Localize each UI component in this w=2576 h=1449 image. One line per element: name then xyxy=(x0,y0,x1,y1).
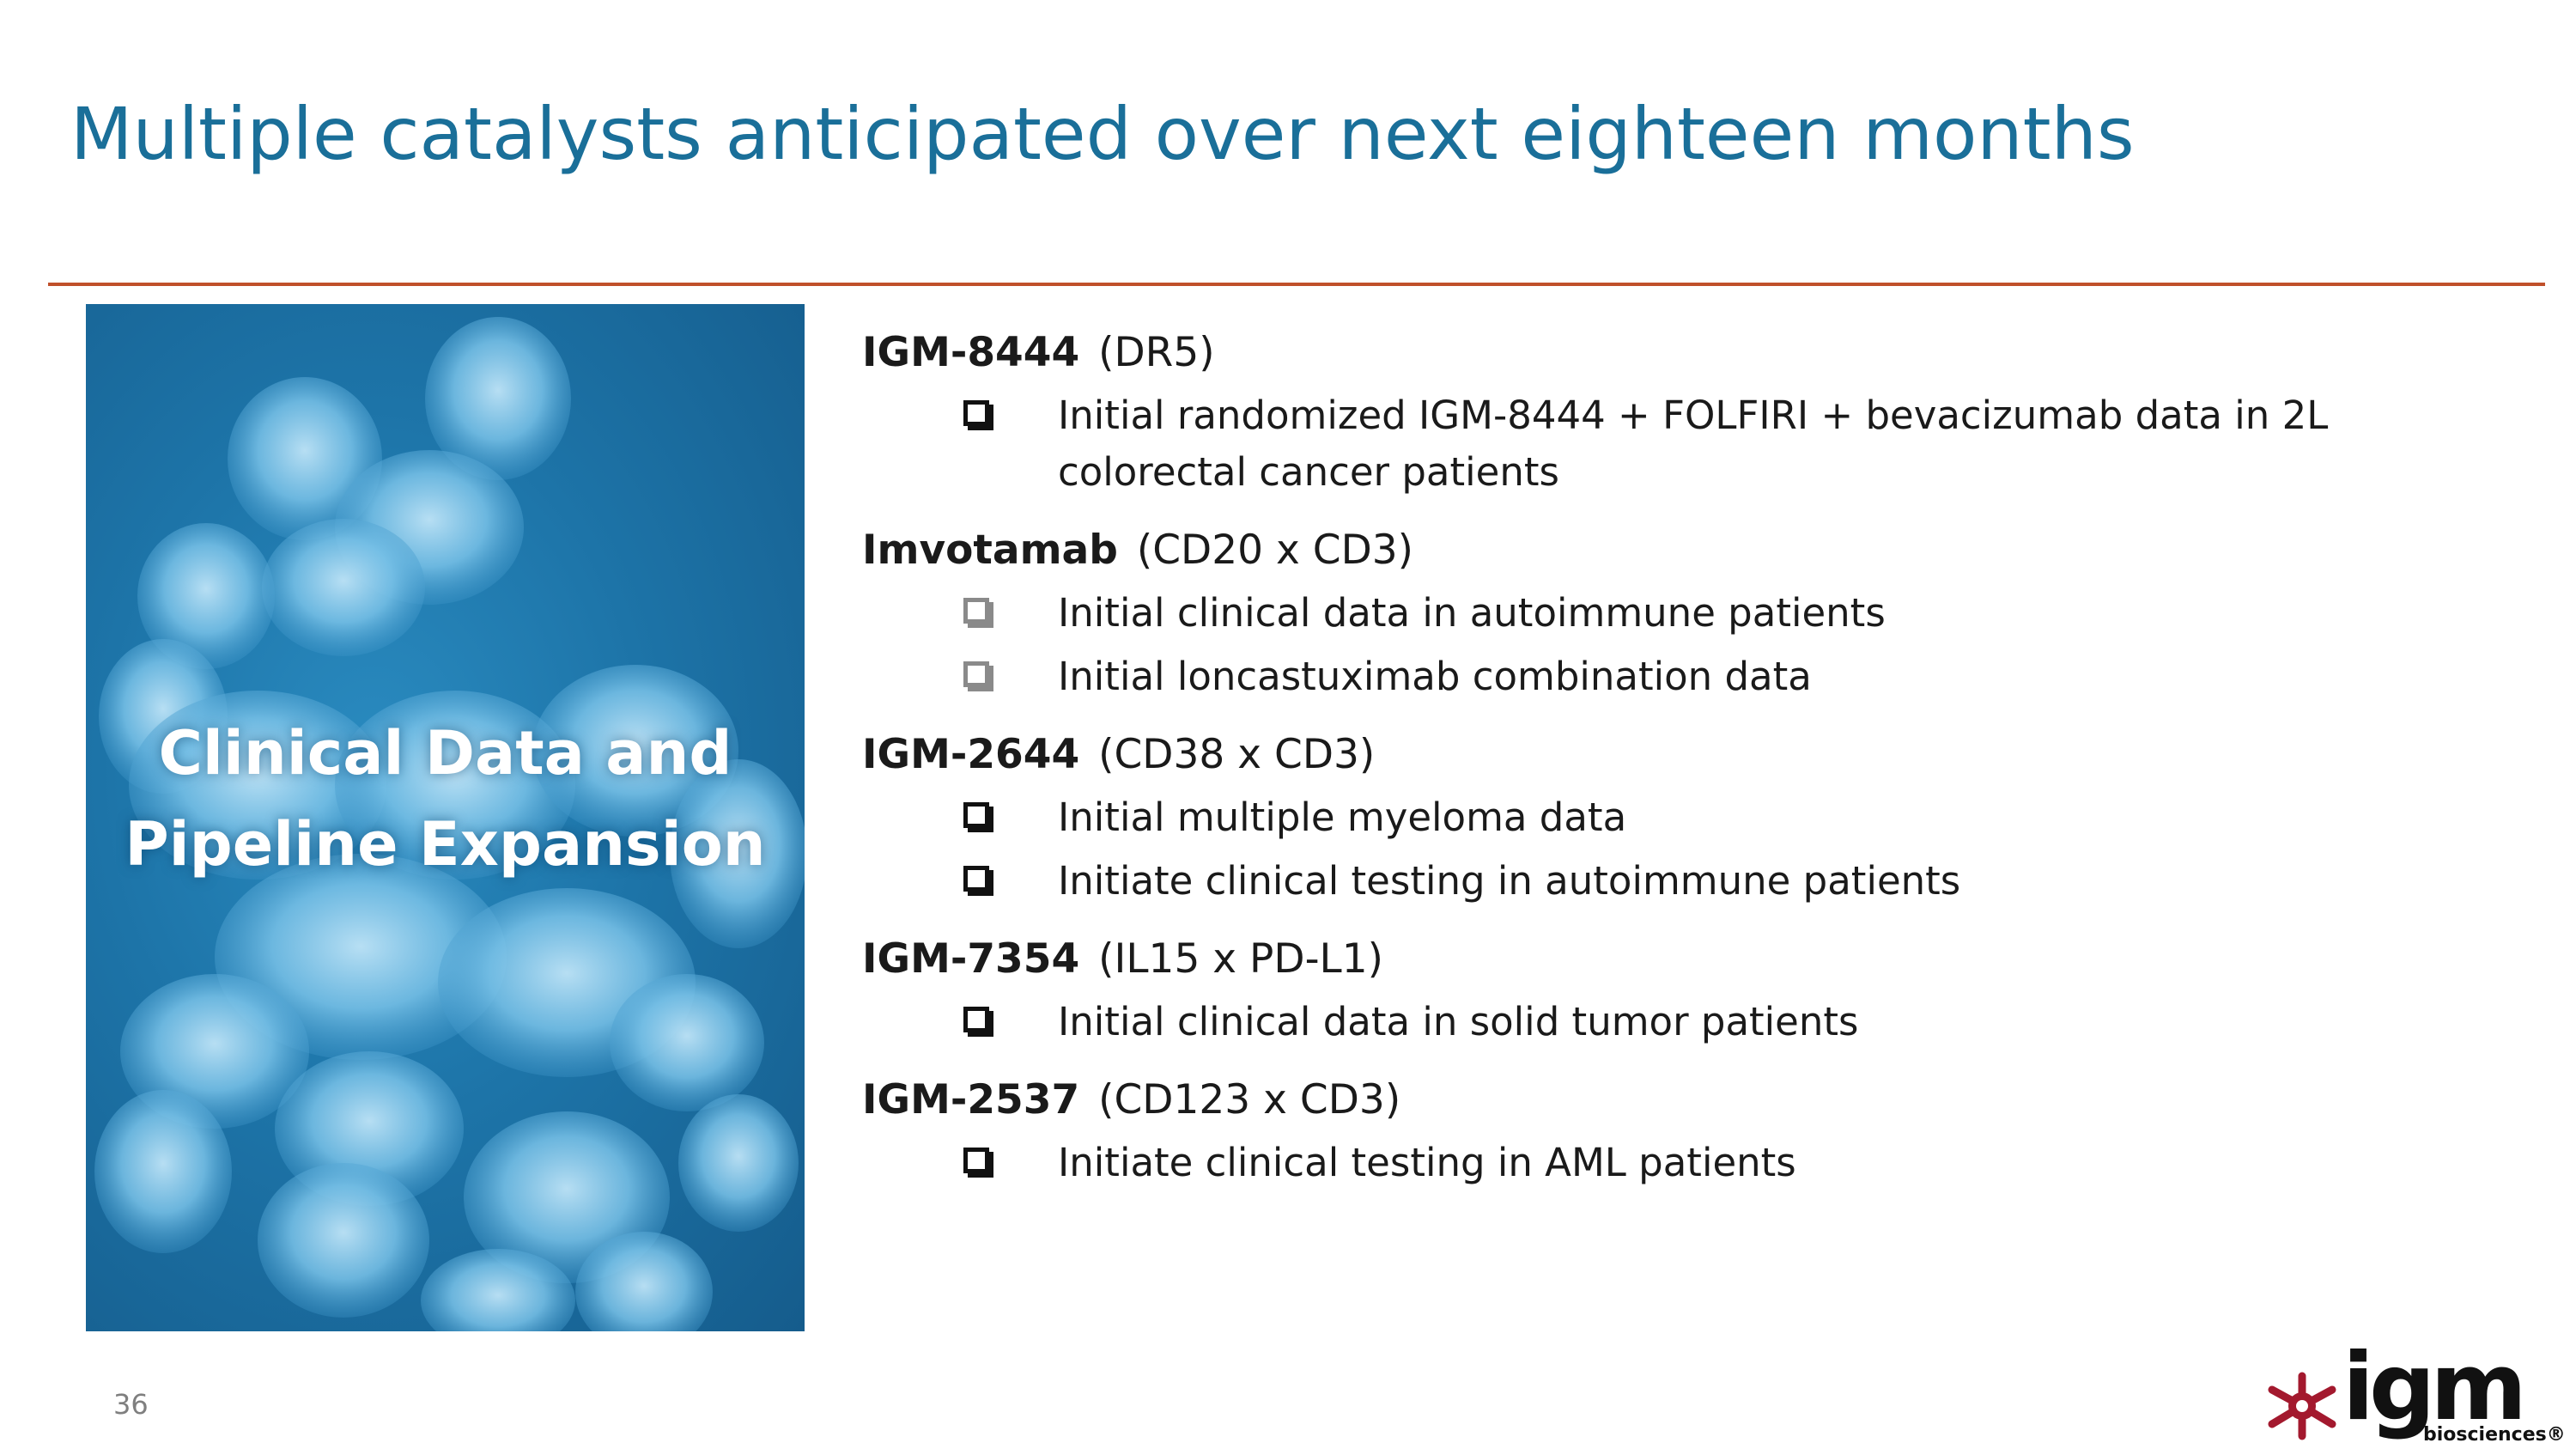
logo-subtitle: biosciences® xyxy=(2423,1424,2566,1446)
program-heading: Imvotamab (CD20 x CD3) xyxy=(862,520,2494,581)
page-number: 36 xyxy=(113,1388,149,1421)
checkbox-icon xyxy=(963,661,989,687)
catalyst-items: Initial clinical data in autoimmune pati… xyxy=(862,585,2494,705)
catalyst-item: Initial clinical data in solid tumor pat… xyxy=(862,994,2494,1050)
hero-image: Clinical Data and Pipeline Expansion xyxy=(86,304,805,1331)
logo-wordmark: igm xyxy=(2342,1334,2527,1441)
slide-title: Multiple catalysts anticipated over next… xyxy=(70,92,2135,176)
catalyst-text: Initial clinical data in autoimmune pati… xyxy=(1058,590,1886,636)
catalyst-list: IGM-8444 (DR5) Initial randomized IGM-844… xyxy=(862,322,2494,1198)
igm-biosciences-logo: igm biosciences® xyxy=(2263,1342,2566,1446)
hero-caption: Clinical Data and Pipeline Expansion xyxy=(86,708,805,890)
checkbox-icon xyxy=(963,598,989,624)
catalyst-items: Initial randomized IGM-8444 + FOLFIRI + … xyxy=(862,387,2494,501)
catalyst-items: Initiate clinical testing in AML patient… xyxy=(862,1135,2494,1191)
program-name: IGM-7354 xyxy=(862,935,1080,983)
catalyst-item: Initiate clinical testing in AML patient… xyxy=(862,1135,2494,1191)
program-name: IGM-2644 xyxy=(862,731,1080,778)
catalyst-items: Initial multiple myeloma data Initiate c… xyxy=(862,789,2494,910)
igm-molecule-mark-icon xyxy=(2268,1372,2336,1440)
catalyst-text: Initiate clinical testing in AML patient… xyxy=(1058,1140,1796,1185)
catalyst-items: Initial clinical data in solid tumor pat… xyxy=(862,994,2494,1050)
program-heading: IGM-2644 (CD38 x CD3) xyxy=(862,724,2494,786)
catalyst-text: Initial multiple myeloma data xyxy=(1058,795,1627,840)
catalyst-item: Initial randomized IGM-8444 + FOLFIRI + … xyxy=(862,387,2494,501)
catalyst-text: Initiate clinical testing in autoimmune … xyxy=(1058,858,1961,904)
checkbox-icon xyxy=(963,400,989,426)
program-igm-2644: IGM-2644 (CD38 x CD3) Initial multiple my… xyxy=(862,724,2494,910)
catalyst-item: Initial multiple myeloma data xyxy=(862,789,2494,846)
checkbox-icon xyxy=(963,802,989,828)
program-name: Imvotamab xyxy=(862,527,1118,574)
program-igm-7354: IGM-7354 (IL15 x PD-L1) Initial clinical … xyxy=(862,928,2494,1050)
catalyst-text: Initial randomized IGM-8444 + FOLFIRI + … xyxy=(1058,393,2329,495)
program-target: (IL15 x PD-L1) xyxy=(1098,935,1383,983)
checkbox-icon xyxy=(963,1007,989,1032)
program-heading: IGM-7354 (IL15 x PD-L1) xyxy=(862,928,2494,990)
program-heading: IGM-8444 (DR5) xyxy=(862,322,2494,384)
hero-caption-line-1: Clinical Data and xyxy=(158,718,732,788)
title-divider xyxy=(48,283,2545,286)
checkbox-icon xyxy=(963,866,989,892)
catalyst-item: Initial clinical data in autoimmune pati… xyxy=(862,585,2494,642)
program-igm-2537: IGM-2537 (CD123 x CD3) Initiate clinical … xyxy=(862,1069,2494,1191)
program-target: (DR5) xyxy=(1098,329,1215,376)
program-target: (CD123 x CD3) xyxy=(1098,1076,1401,1123)
checkbox-icon xyxy=(963,1148,989,1173)
program-name: IGM-2537 xyxy=(862,1076,1080,1123)
catalyst-item: Initial loncastuximab combination data xyxy=(862,648,2494,705)
catalyst-text: Initial loncastuximab combination data xyxy=(1058,654,1812,699)
catalyst-item: Initiate clinical testing in autoimmune … xyxy=(862,853,2494,910)
hero-caption-line-2: Pipeline Expansion xyxy=(125,809,766,880)
program-imvotamab: Imvotamab (CD20 x CD3) Initial clinical d… xyxy=(862,520,2494,705)
program-target: (CD20 x CD3) xyxy=(1136,527,1413,574)
catalyst-text: Initial clinical data in solid tumor pat… xyxy=(1058,999,1859,1044)
program-name: IGM-8444 xyxy=(862,329,1080,376)
program-heading: IGM-2537 (CD123 x CD3) xyxy=(862,1069,2494,1131)
program-target: (CD38 x CD3) xyxy=(1098,731,1376,778)
antibody-molecule-illustration xyxy=(94,317,805,1331)
program-igm-8444: IGM-8444 (DR5) Initial randomized IGM-844… xyxy=(862,322,2494,501)
